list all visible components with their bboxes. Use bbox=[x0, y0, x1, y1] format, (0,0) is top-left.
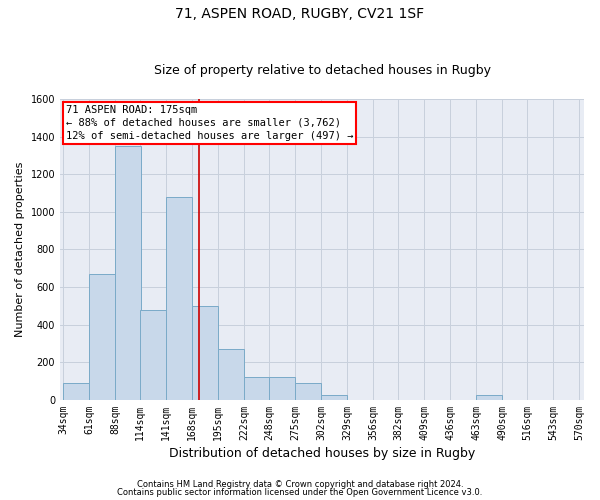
Title: Size of property relative to detached houses in Rugby: Size of property relative to detached ho… bbox=[154, 64, 491, 77]
Y-axis label: Number of detached properties: Number of detached properties bbox=[15, 162, 25, 337]
X-axis label: Distribution of detached houses by size in Rugby: Distribution of detached houses by size … bbox=[169, 447, 475, 460]
Bar bbox=[192, 306, 218, 400]
Bar bbox=[476, 395, 502, 400]
Text: Contains public sector information licensed under the Open Government Licence v3: Contains public sector information licen… bbox=[118, 488, 482, 497]
Bar bbox=[63, 383, 89, 400]
Bar bbox=[321, 395, 347, 400]
Text: Contains HM Land Registry data © Crown copyright and database right 2024.: Contains HM Land Registry data © Crown c… bbox=[137, 480, 463, 489]
Bar bbox=[89, 274, 115, 400]
Bar bbox=[295, 383, 321, 400]
Bar bbox=[269, 378, 295, 400]
Bar bbox=[166, 197, 192, 400]
Text: 71 ASPEN ROAD: 175sqm
← 88% of detached houses are smaller (3,762)
12% of semi-d: 71 ASPEN ROAD: 175sqm ← 88% of detached … bbox=[66, 104, 353, 141]
Text: 71, ASPEN ROAD, RUGBY, CV21 1SF: 71, ASPEN ROAD, RUGBY, CV21 1SF bbox=[175, 8, 425, 22]
Bar bbox=[140, 310, 166, 400]
Bar bbox=[244, 378, 270, 400]
Bar bbox=[218, 349, 244, 400]
Bar bbox=[115, 146, 141, 400]
